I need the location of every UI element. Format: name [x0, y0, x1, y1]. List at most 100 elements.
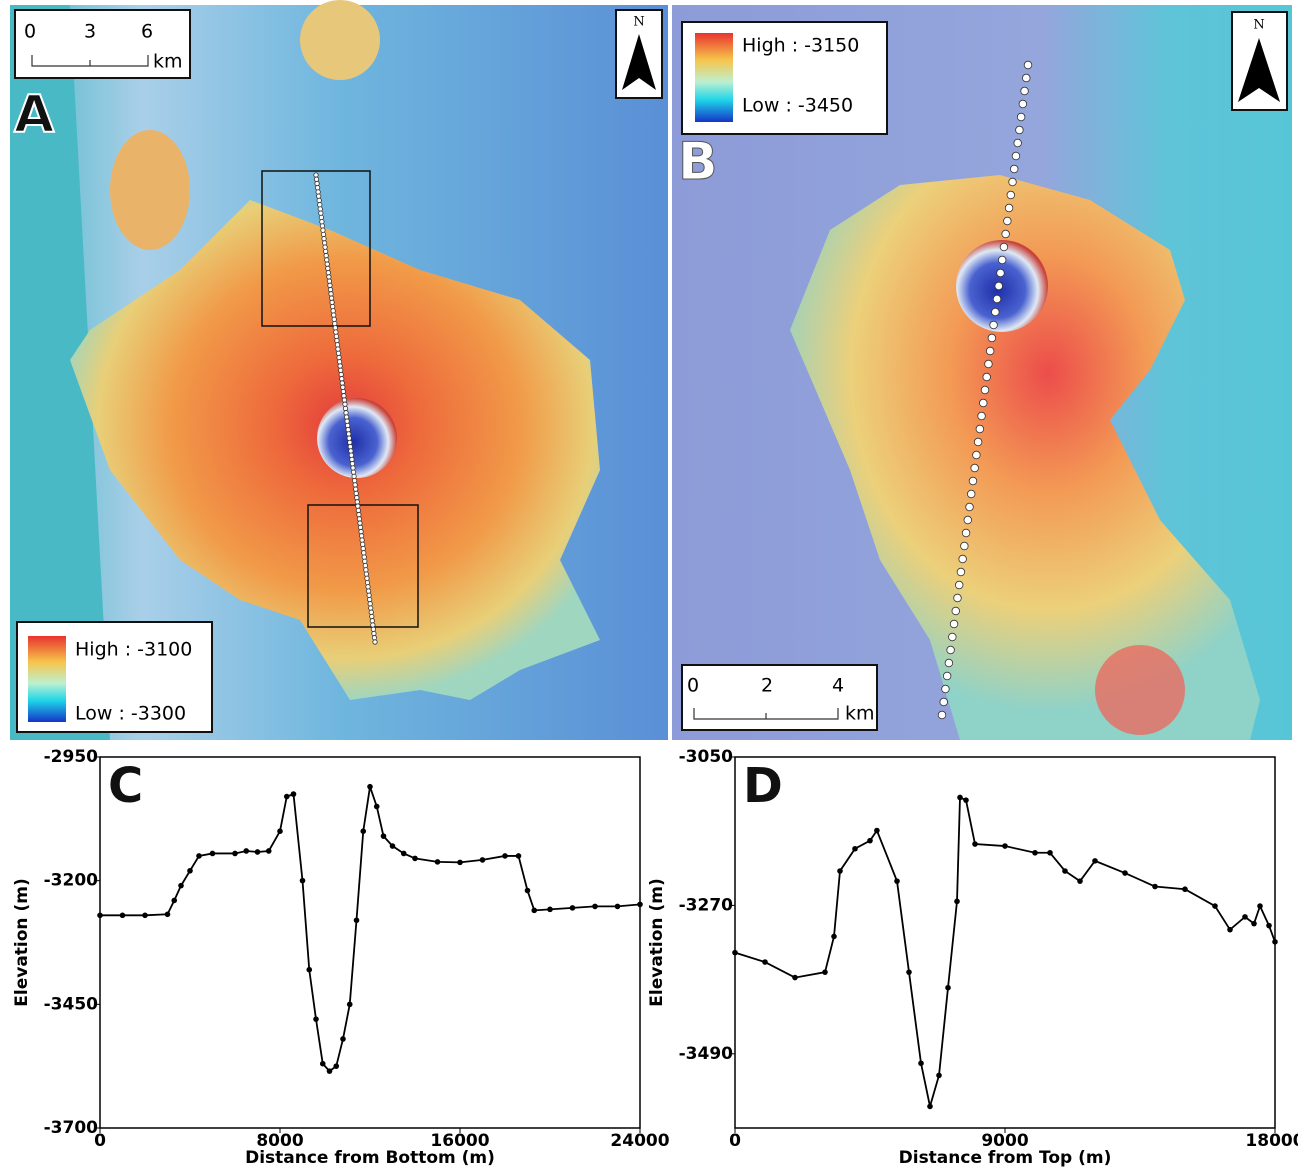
profile-dot [333, 333, 339, 339]
x-tick-label: 24000 [610, 1131, 669, 1151]
scale-bar [693, 708, 839, 720]
data-point [97, 912, 103, 919]
x-tick-label: 0 [729, 1131, 741, 1151]
scale-label: 4 [832, 675, 844, 697]
profile-dot [361, 550, 367, 556]
profile-dot [337, 363, 343, 369]
data-point [196, 853, 202, 859]
profile-dot [360, 541, 366, 547]
profile-dot [331, 316, 337, 322]
data-point [313, 1016, 319, 1022]
data-point [531, 907, 538, 914]
profile-dot [949, 619, 959, 629]
data-point [936, 1072, 942, 1079]
data-point [187, 867, 193, 874]
scale-bar [31, 55, 149, 67]
data-point [1257, 903, 1263, 909]
data-point [1212, 903, 1218, 909]
profile-dot [342, 401, 348, 407]
data-point [254, 849, 261, 855]
data-point [265, 848, 272, 854]
profile-dot [325, 265, 331, 271]
data-point [1152, 883, 1158, 890]
profile-dot [365, 584, 371, 590]
data-point [326, 1068, 333, 1074]
profile-dot [317, 202, 323, 208]
profile-dot [343, 410, 349, 416]
profile-dot [326, 274, 332, 280]
profile-dot [334, 337, 340, 344]
profile-dot [341, 397, 348, 403]
profile-dot [984, 359, 993, 369]
profile-dot [324, 261, 330, 267]
profile-dot [324, 257, 330, 263]
data-point [1047, 849, 1053, 856]
profile-dot [351, 473, 357, 480]
profile-dot [314, 180, 320, 187]
data-point [412, 855, 418, 862]
y-axis-label: Elevation (m) [647, 878, 667, 1006]
profile-dot [330, 308, 336, 314]
profile-dot [1001, 229, 1010, 239]
profile-dot [340, 384, 346, 390]
profile-dot [363, 567, 369, 573]
profile-dot [1011, 151, 1021, 161]
data-point [1032, 849, 1038, 856]
profile-dot [998, 255, 1007, 265]
profile-dot [1013, 138, 1022, 148]
terrain [1095, 645, 1185, 735]
profile-dot [346, 435, 352, 441]
profile-dot [331, 312, 337, 318]
profile-dot [372, 639, 378, 645]
profile-dot [364, 579, 371, 586]
x-tick-label: 8000 [256, 1131, 303, 1151]
x-axis-label: Distance from Top (m) [899, 1148, 1112, 1168]
y-axis-label: Elevation (m) [12, 878, 32, 1006]
profile-dot [347, 444, 353, 450]
data-point [1272, 939, 1278, 945]
profile-dot [963, 515, 972, 525]
x-tick-label: 16000 [430, 1131, 489, 1151]
profile-dot [991, 307, 1000, 317]
panel-label: C [108, 758, 143, 814]
profile-dot [1023, 60, 1033, 70]
legend-colorbar [695, 33, 733, 122]
data-point [1062, 868, 1068, 874]
profile-dot [327, 282, 333, 288]
profile-dot [356, 516, 363, 522]
profile-dot [316, 193, 322, 199]
profile-dot [356, 512, 362, 518]
profile-dot [313, 172, 319, 178]
profile-dot [965, 502, 974, 512]
profile-dot [970, 463, 979, 473]
data-point [637, 901, 643, 908]
data-point [569, 905, 576, 911]
profile-dot [319, 223, 326, 229]
profile-dot [1003, 216, 1012, 226]
profile-dot [346, 431, 352, 437]
profile-dot [1004, 203, 1014, 213]
data-point [119, 912, 126, 919]
legend-colorbar [28, 636, 66, 722]
profile-dot [320, 227, 326, 233]
profile-dot [368, 609, 374, 615]
scale-label: 0 [24, 21, 36, 43]
profile-dot [992, 294, 1002, 304]
data-point [502, 853, 508, 859]
profile-dot [336, 354, 342, 361]
profile-dot [352, 478, 358, 484]
data-point [171, 897, 178, 904]
terrain [300, 0, 380, 80]
data-point [243, 848, 250, 854]
data-point [283, 793, 290, 800]
plot-frame [734, 756, 1276, 1129]
profile-dot [975, 424, 985, 434]
profile-dot [339, 380, 345, 386]
profile-dot [979, 398, 988, 408]
scale-label: 6 [141, 21, 153, 43]
profile-dot [347, 439, 353, 446]
profile-dot [368, 605, 374, 611]
data-point [1092, 858, 1098, 864]
profile-dot [985, 346, 995, 356]
profile-dot [968, 476, 978, 486]
